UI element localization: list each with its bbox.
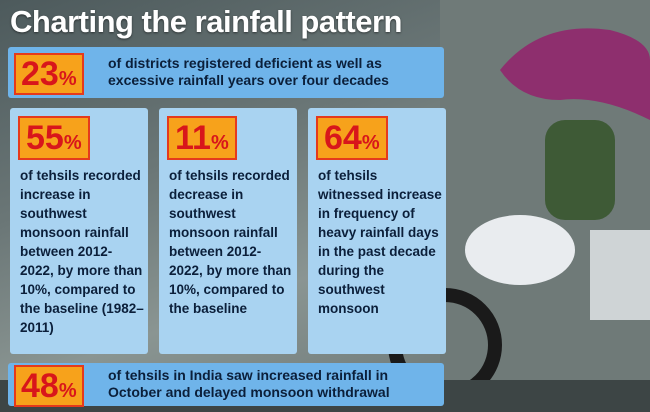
card: 64% of tehsils witnessed increase in fre… [308,108,446,354]
figure: 23% [14,53,84,95]
unit: % [361,132,380,154]
card: 55% of tehsils recorded increase in sout… [10,108,148,354]
figure: 11% [167,116,237,160]
figure: 55% [18,116,90,160]
card-text: of tehsils recorded increase in southwes… [20,168,144,335]
bottom-banner: 48% of tehsils in India saw increased ra… [8,363,444,407]
title: Charting the rainfall pattern [10,4,402,39]
scooter-body [590,230,650,320]
banner-text: of districts registered deficient as wel… [108,55,389,88]
number: 55 [26,119,64,157]
figure: 48% [14,365,84,407]
unit: % [210,132,229,154]
umbrella [500,28,650,120]
scooter [465,215,575,285]
banner-text: of tehsils in India saw increased rainfa… [108,367,390,400]
number: 64 [324,119,362,157]
unit: % [63,132,82,154]
top-banner: 23% of districts registered deficient as… [8,47,444,98]
unit: % [58,68,77,90]
unit: % [58,380,77,402]
card: 11% of tehsils recorded decrease in sout… [159,108,297,354]
number: 11 [175,119,211,157]
rider [545,120,615,220]
number: 48 [21,367,59,405]
card-text: of tehsils recorded decrease in southwes… [169,168,292,316]
card-text: of tehsils witnessed increase in frequen… [318,168,442,316]
number: 23 [21,55,59,93]
figure: 64% [316,116,388,160]
